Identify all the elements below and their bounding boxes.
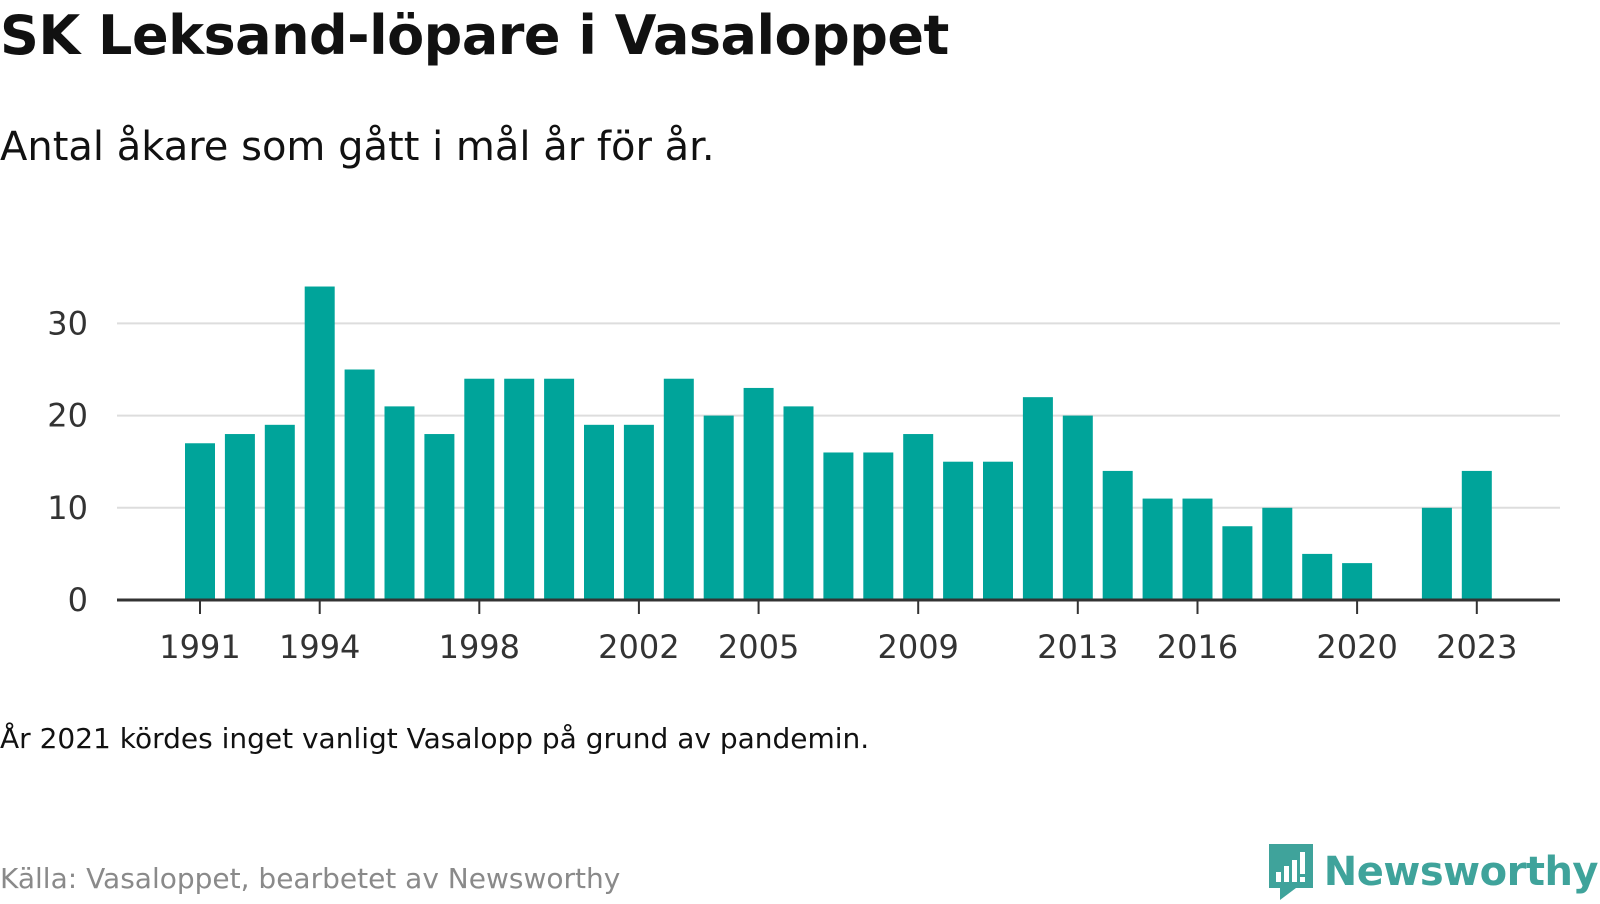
x-tick-label: 2016: [1157, 628, 1238, 666]
x-tick-label: 2023: [1436, 628, 1517, 666]
bar-2001: [584, 424, 614, 600]
bar-2015: [1142, 498, 1173, 600]
bar-2023: [1461, 470, 1492, 600]
y-tick-label: 30: [47, 304, 88, 342]
axes: 0 10 20 30 1991 1994 1998 2002 2005 2009 2013 2016 2…: [47, 304, 1560, 666]
bar-2009: [903, 434, 934, 600]
bar-2004: [703, 415, 734, 600]
bar-2016: [1182, 498, 1213, 600]
source-credit: Källa: Vasaloppet, bearbetet av Newswort…: [0, 862, 621, 895]
bar-2012: [1022, 397, 1053, 600]
bar-2013: [1062, 415, 1093, 600]
y-tick-label: 0: [68, 581, 88, 619]
bar-2002: [623, 424, 654, 600]
bar-2006: [783, 406, 814, 600]
x-tick-label: 2009: [877, 628, 958, 666]
newsworthy-logo: Newsworthy: [1266, 840, 1599, 904]
bar-2018: [1262, 507, 1293, 600]
bar-1992: [224, 434, 255, 600]
bar-2010: [943, 461, 974, 600]
bar-1993: [264, 424, 295, 600]
bar-2005: [743, 387, 774, 600]
bar-2000: [544, 378, 575, 600]
bar-2014: [1102, 470, 1133, 600]
bar-2007: [823, 452, 854, 600]
bar-1998: [464, 378, 495, 600]
bar-2011: [983, 461, 1013, 600]
bar-1997: [424, 434, 455, 600]
bar-1995: [344, 369, 375, 600]
bar-1991: [185, 443, 215, 600]
y-tick-label: 10: [47, 489, 88, 527]
chart-title: SK Leksand-löpare i Vasaloppet: [0, 4, 949, 67]
x-tick-label: 2002: [598, 628, 679, 666]
x-tick-label: 1994: [279, 628, 360, 666]
bars: [185, 286, 1492, 600]
chart-footnote: År 2021 kördes inget vanligt Vasalopp på…: [0, 722, 870, 755]
chart-subtitle: Antal åkare som gått i mål år för år.: [0, 124, 715, 170]
bar-1996: [384, 406, 415, 600]
bar-2017: [1222, 526, 1253, 600]
x-tick-label: 2020: [1316, 628, 1397, 666]
bar-1994: [304, 286, 335, 600]
bar-2008: [863, 452, 894, 600]
bar-2022: [1421, 507, 1452, 600]
x-tick-label: 1991: [159, 628, 240, 666]
chart-speech-bubble-icon: [1268, 844, 1313, 900]
bar-chart: 0 10 20 30 1991 1994 1998 2002 2005 2009 2013 2016 2…: [47, 286, 1560, 666]
x-tick-label: 2013: [1037, 628, 1118, 666]
bar-2003: [663, 378, 694, 600]
x-tick-label: 1998: [439, 628, 520, 666]
logo-wordmark: Newsworthy: [1323, 849, 1599, 895]
bar-1999: [504, 378, 535, 600]
x-tick-label: 2005: [718, 628, 799, 666]
y-tick-label: 20: [47, 397, 88, 435]
bar-2020: [1342, 563, 1373, 600]
bar-2019: [1302, 553, 1333, 600]
